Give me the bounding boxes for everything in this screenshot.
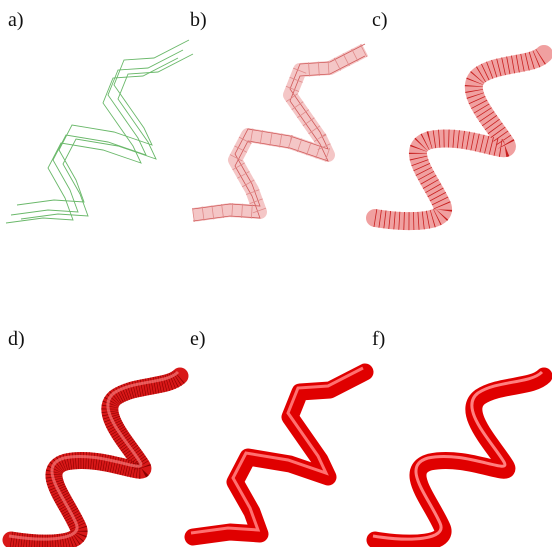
mesh-fill xyxy=(193,50,365,215)
panel-label: a) xyxy=(8,9,24,31)
tube xyxy=(375,54,544,221)
wire xyxy=(11,50,183,215)
wire xyxy=(17,40,189,205)
tube xyxy=(375,376,544,543)
wire xyxy=(21,54,193,219)
panel-label: b) xyxy=(190,9,207,31)
panel-label: c) xyxy=(372,9,388,31)
wire xyxy=(6,58,178,223)
mesh-rings xyxy=(193,50,365,215)
panel-e xyxy=(191,368,365,537)
panel-a xyxy=(6,40,193,223)
panel-label: e) xyxy=(190,328,206,350)
tube xyxy=(11,376,180,543)
panel-f xyxy=(373,372,544,543)
panel-b xyxy=(193,44,365,221)
tube xyxy=(193,372,365,537)
panel-label: f) xyxy=(372,328,385,350)
panel-c xyxy=(375,54,544,221)
figure: a) b) c) d) e) f) xyxy=(0,0,552,547)
panel-d xyxy=(9,372,180,543)
panel-label: d) xyxy=(8,328,25,350)
wireframe xyxy=(6,40,193,223)
